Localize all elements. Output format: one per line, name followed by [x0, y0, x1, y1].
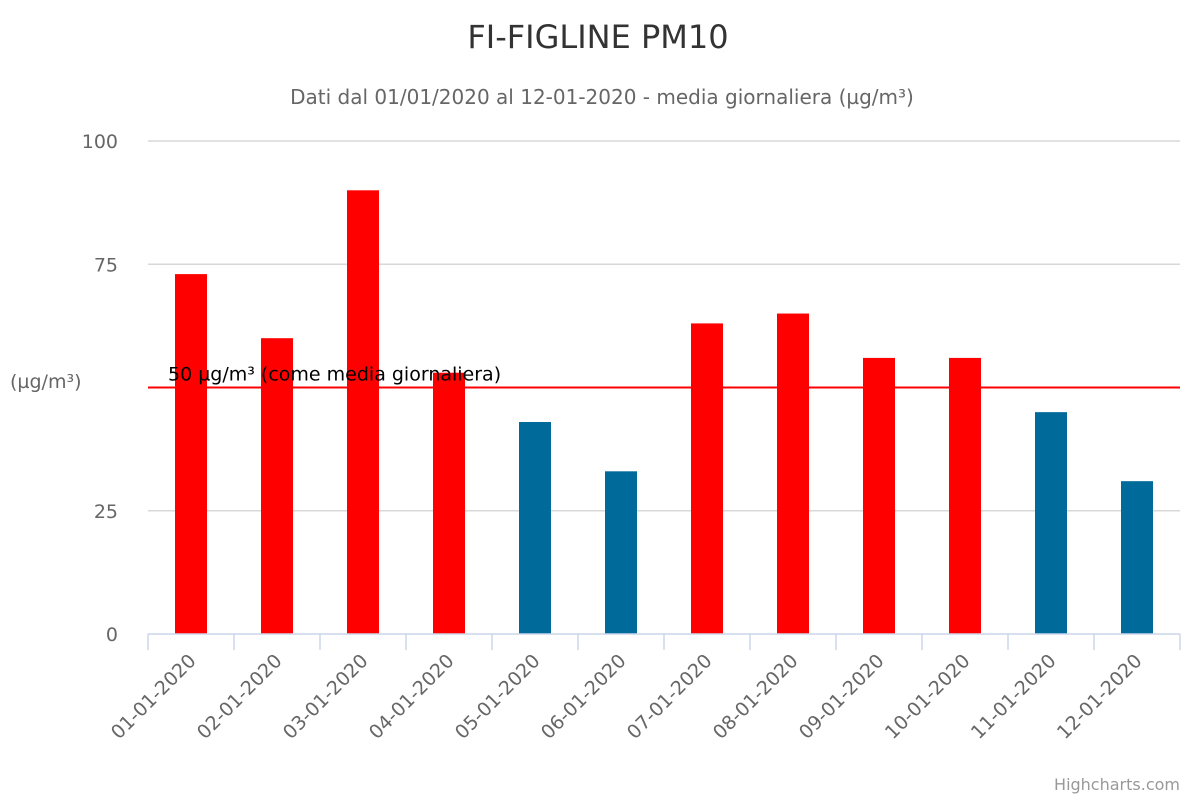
x-tick-label: 02-01-2020 [193, 650, 287, 744]
y-tick-label: 75 [94, 254, 118, 276]
y-tick-label: 0 [106, 624, 118, 646]
y-tick-label: 100 [82, 131, 118, 153]
bar[interactable] [605, 471, 637, 634]
y-axis-label: (µg/m³) [10, 371, 82, 393]
x-tick-label: 03-01-2020 [279, 650, 373, 744]
x-tick-label: 07-01-2020 [623, 650, 717, 744]
bar[interactable] [1035, 412, 1067, 634]
bar[interactable] [863, 357, 895, 634]
bars [175, 190, 1153, 635]
x-tick-label: 10-01-2020 [881, 650, 975, 744]
x-tick-label: 09-01-2020 [795, 650, 889, 744]
bar[interactable] [1121, 481, 1153, 634]
x-tick-label: 04-01-2020 [365, 650, 459, 744]
x-tick-label: 01-01-2020 [107, 650, 201, 744]
y-axis-ticks: 0 25 75 100 [82, 131, 118, 646]
x-tick-label: 11-01-2020 [967, 650, 1061, 744]
bar[interactable] [347, 190, 379, 635]
x-axis-ticks: 01-01-202002-01-202003-01-202004-01-2020… [107, 650, 1147, 744]
bar[interactable] [519, 422, 551, 634]
bar[interactable] [691, 323, 723, 634]
chart-title: FI-FIGLINE PM10 [467, 18, 728, 56]
bar[interactable] [433, 372, 465, 634]
chart-subtitle: Dati dal 01/01/2020 al 12-01-2020 - medi… [290, 85, 914, 109]
x-tick-label: 06-01-2020 [537, 650, 631, 744]
threshold-line-group: 50 µg/m³ (come media giornaliera) [148, 364, 1180, 389]
bar[interactable] [175, 274, 207, 634]
x-tick-label: 05-01-2020 [451, 650, 545, 744]
credits-link[interactable]: Highcharts.com [1054, 775, 1180, 794]
y-tick-label: 25 [94, 501, 118, 523]
x-tick-label: 12-01-2020 [1053, 650, 1147, 744]
x-tick-label: 08-01-2020 [709, 650, 803, 744]
gridlines [148, 140, 1180, 512]
bar[interactable] [777, 313, 809, 634]
x-axis [147, 633, 1181, 650]
bar[interactable] [949, 357, 981, 634]
threshold-label: 50 µg/m³ (come media giornaliera) [168, 364, 501, 386]
